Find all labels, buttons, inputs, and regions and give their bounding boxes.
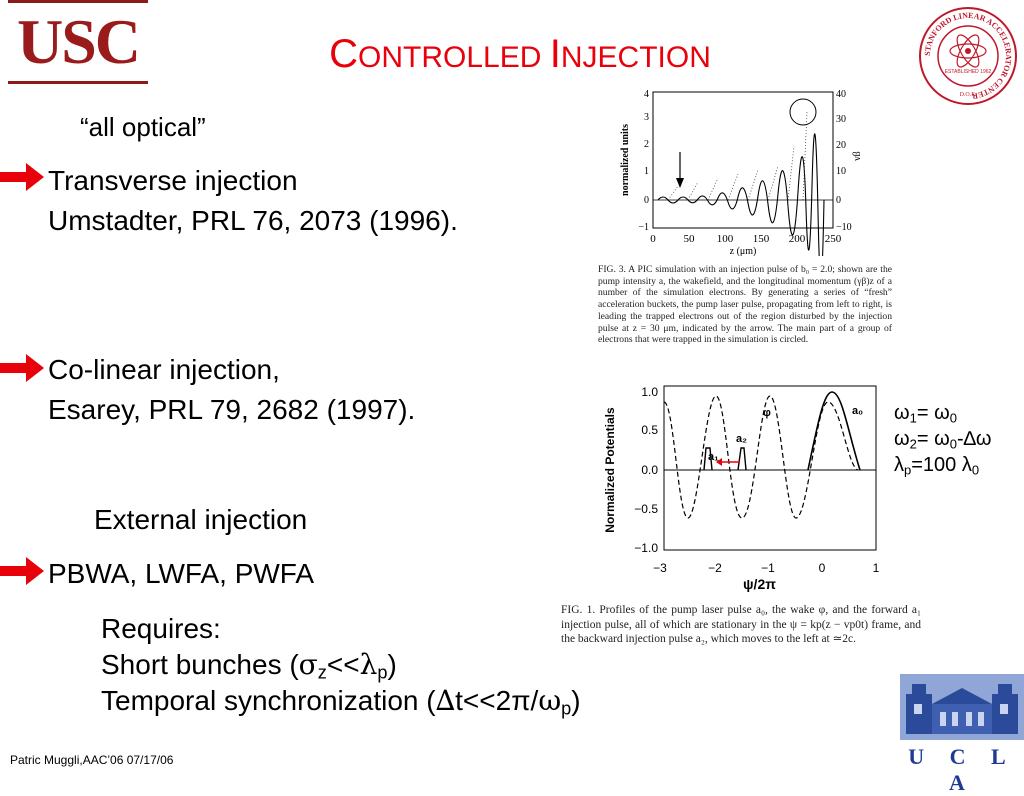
slide-title: CONTROLLED INJECTION xyxy=(329,32,711,76)
svg-text:10: 10 xyxy=(836,166,846,177)
svg-text:200: 200 xyxy=(789,233,806,245)
svg-text:3: 3 xyxy=(644,112,649,123)
svg-text:−2: −2 xyxy=(708,561,722,575)
omega2-line: ω2= ω0-∆ω xyxy=(894,428,992,452)
arrow-right-icon xyxy=(0,163,44,191)
fig1-potentials-plot: 1.0 0.5 0.0 −0.5 −1.0 −3 −2 −1 0 1 Norma… xyxy=(603,385,880,575)
fig1-frame xyxy=(663,385,877,551)
svg-text:−1.0: −1.0 xyxy=(634,541,658,555)
svg-text:STANFORD LINEAR ACCELERATOR CE: STANFORD LINEAR ACCELERATOR CENTER xyxy=(923,11,1013,101)
fig1-xlabel: ψ/2π xyxy=(743,576,776,592)
colinear-injection-title: Co-linear injection, xyxy=(48,354,280,385)
fig3-xlabel: z (μm) xyxy=(730,246,757,256)
fig1-yticks: 1.0 0.5 0.0 −0.5 −1.0 xyxy=(634,385,658,555)
external-injection-title: External injection xyxy=(94,504,308,535)
colinear-injection-reference: Esarey, PRL 79, 2682 (1997). xyxy=(48,394,416,425)
svg-text:−0.5: −0.5 xyxy=(634,502,658,516)
pbwa-lwfa-pwfa-label: PBWA, LWFA, PWFA xyxy=(48,558,315,589)
fig3-wakefield-curve xyxy=(657,133,825,256)
fig3-caption: FIG. 3. A PIC simulation with an injecti… xyxy=(598,264,892,346)
fig1-a0-pulse xyxy=(807,391,861,471)
svg-text:250: 250 xyxy=(825,233,842,245)
all-optical-label: “all optical” xyxy=(80,112,206,142)
svg-text:1: 1 xyxy=(873,561,880,575)
requires-heading: Requires: xyxy=(101,613,221,644)
transverse-injection-reference: Umstadter, PRL 76, 2073 (1996). xyxy=(48,205,458,236)
svg-text:1: 1 xyxy=(644,166,649,177)
svg-text:−1: −1 xyxy=(638,222,649,233)
fig1-caption: FIG. 1. Profiles of the pump laser pulse… xyxy=(561,604,921,645)
transverse-injection-title: Transverse injection xyxy=(48,165,298,196)
svg-text:100: 100 xyxy=(717,233,734,245)
arrow-right-icon xyxy=(0,557,44,585)
requirements-block: Requires: Short bunches (σz<<λp) Tempora… xyxy=(101,611,581,719)
svg-text:−10: −10 xyxy=(836,222,852,233)
requires-temporal-sync: Temporal synchronization (∆t<<2π/ωp) xyxy=(101,684,581,719)
svg-text:0: 0 xyxy=(644,195,649,206)
fig3-simulation-plot: 4 3 2 1 0 −1 40 30 20 10 0 −10 0 50 100 … xyxy=(620,89,860,256)
lambda-line: λp=100 λ0 xyxy=(894,454,980,478)
svg-text:4: 4 xyxy=(644,89,649,100)
fig1-label-a2: a₂ xyxy=(736,433,747,445)
fig3-circle xyxy=(789,98,817,126)
fig3-ylabel: normalized units xyxy=(620,124,631,196)
svg-text:0.5: 0.5 xyxy=(641,423,658,437)
fig1-xticks: −3 −2 −1 0 1 xyxy=(653,561,880,575)
svg-text:0: 0 xyxy=(650,233,656,245)
footer-author: Patric Muggli,AAC’06 07/17/06 xyxy=(10,753,174,767)
omega1-line: ω1= ω0 xyxy=(894,402,957,426)
fig3-xticks: 0 50 100 150 200 250 xyxy=(650,233,842,245)
svg-text:50: 50 xyxy=(684,233,696,245)
slac-seal-logo: STANFORD LINEAR ACCELERATOR CENTER ESTAB… xyxy=(919,7,1017,105)
svg-text:ESTABLISHED 1962: ESTABLISHED 1962 xyxy=(945,69,992,75)
fig3-frame xyxy=(652,91,834,229)
fig1-a1-pulse xyxy=(703,447,713,471)
svg-text:D.O.E.: D.O.E. xyxy=(960,92,977,98)
fig1-label-a0: a₀ xyxy=(852,405,863,417)
svg-text:−1: −1 xyxy=(761,561,775,575)
svg-text:2: 2 xyxy=(644,139,649,150)
svg-text:0.0: 0.0 xyxy=(641,463,658,477)
svg-text:0: 0 xyxy=(836,195,841,206)
fig3-yticks-right: 40 30 20 10 0 −10 xyxy=(836,89,852,233)
requires-short-bunches: Short bunches (σz<<λp) xyxy=(101,648,397,683)
svg-text:150: 150 xyxy=(753,233,770,245)
fig3-particle-streaks xyxy=(667,111,808,201)
fig1-label-a1: a₁ xyxy=(708,451,719,463)
ucla-building-icon xyxy=(900,674,1024,740)
svg-text:30: 30 xyxy=(836,114,846,125)
fig3-y2label: γβ xyxy=(852,151,860,162)
fig1-a2-pulse xyxy=(737,447,747,471)
usc-logo: USC xyxy=(8,0,148,86)
fig1-label-phi: φ xyxy=(763,407,771,419)
svg-text:−3: −3 xyxy=(653,561,667,575)
fig3-yticks-left: 4 3 2 1 0 −1 xyxy=(638,89,649,233)
arrow-right-icon xyxy=(0,354,44,382)
usc-logo-text: USC xyxy=(16,6,141,77)
svg-text:40: 40 xyxy=(836,89,846,100)
ucla-logo: U C L A xyxy=(900,674,1024,795)
svg-text:1.0: 1.0 xyxy=(641,385,658,399)
fig1-ylabel: Normalized Potentials xyxy=(603,407,617,533)
ucla-logo-text: U C L A xyxy=(908,744,1016,795)
svg-text:20: 20 xyxy=(836,140,846,151)
fig1-phi-curve xyxy=(663,395,859,519)
svg-text:0: 0 xyxy=(819,561,826,575)
frequency-relations: ω1= ω0 ω2= ω0-∆ω λp=100 λ0 xyxy=(894,400,991,478)
